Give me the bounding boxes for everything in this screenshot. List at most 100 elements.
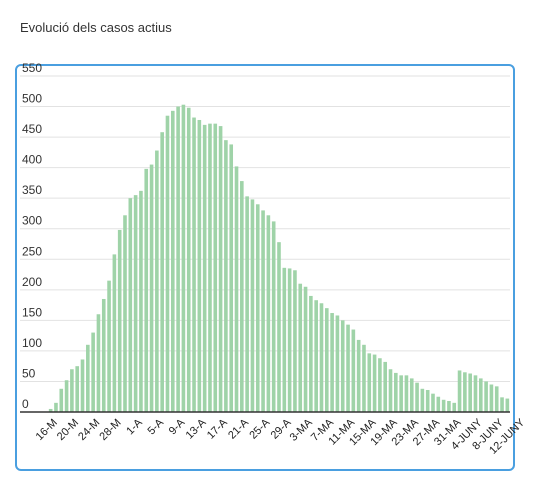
bar (176, 106, 180, 413)
bar (282, 267, 287, 412)
bar (415, 382, 419, 412)
bar (192, 117, 196, 412)
bar (309, 295, 313, 412)
x-tick-label: 20-M (55, 417, 81, 443)
bar (346, 324, 350, 412)
x-tick-label: 5-A (145, 416, 166, 437)
bar (165, 115, 170, 413)
y-tick-label: 150 (22, 305, 42, 319)
bar (170, 110, 175, 412)
bar (80, 359, 85, 412)
x-tick-label: 13-A (184, 416, 209, 441)
bar (48, 408, 53, 412)
bar (213, 123, 218, 413)
bar (202, 124, 207, 413)
y-tick-label: 100 (22, 336, 42, 350)
x-tick-label: 3-MA (288, 416, 316, 444)
bar (91, 332, 95, 412)
bar (240, 181, 244, 412)
bar (261, 210, 265, 412)
bar (420, 388, 425, 412)
bar (117, 229, 122, 412)
bar (314, 300, 318, 412)
bar (330, 313, 334, 412)
bar (489, 384, 494, 412)
bar (96, 314, 101, 412)
bar (319, 303, 324, 412)
bar (404, 375, 409, 412)
bar (340, 320, 345, 412)
bar (335, 315, 340, 412)
bar (144, 168, 149, 412)
bar (186, 107, 191, 413)
bar (86, 344, 90, 412)
bar (436, 396, 441, 412)
bar (155, 150, 159, 412)
bar (431, 393, 435, 412)
bar (208, 123, 212, 413)
bar (447, 401, 451, 412)
x-tick-label: 16-M (34, 417, 60, 443)
bar (356, 339, 361, 412)
bar (133, 195, 138, 412)
y-tick-label: 500 (22, 92, 42, 106)
bar (229, 144, 234, 413)
bar (351, 329, 356, 412)
bar (362, 344, 366, 412)
bar (271, 221, 276, 412)
bar (59, 388, 64, 412)
y-tick-label: 0 (22, 397, 29, 411)
bar (441, 399, 446, 412)
bar (245, 196, 249, 412)
bar (484, 381, 488, 412)
bar (378, 358, 382, 412)
bar (303, 286, 308, 412)
bar (463, 372, 467, 412)
bar (425, 390, 430, 412)
bar (218, 126, 223, 412)
bar (107, 280, 111, 412)
bar (128, 198, 133, 412)
bar (54, 402, 58, 412)
bar (149, 164, 154, 412)
bar (234, 166, 239, 412)
bar (394, 372, 398, 412)
bar (197, 119, 202, 413)
bar (468, 373, 472, 412)
y-tick-label: 50 (22, 366, 36, 380)
bar (181, 104, 186, 413)
bar (457, 370, 462, 412)
x-tick-label: 21-A (226, 416, 251, 441)
bar (494, 386, 499, 412)
y-tick-label: 550 (22, 61, 42, 75)
y-tick-label: 450 (22, 122, 42, 136)
bar (409, 378, 414, 412)
bar (473, 375, 478, 412)
x-tick-label: 17-A (205, 416, 230, 441)
bar (399, 375, 403, 412)
y-tick-label: 250 (22, 244, 42, 258)
bar (255, 204, 260, 412)
chart-title: Evolució dels casos actius (20, 20, 172, 35)
bar (478, 378, 483, 412)
bar (367, 353, 372, 412)
bar (505, 398, 510, 412)
bar (112, 254, 117, 412)
bar (224, 140, 228, 412)
x-tick-label: 1-A (124, 416, 145, 437)
bar (452, 402, 457, 412)
bar (64, 380, 69, 412)
bar (500, 397, 504, 412)
x-tick-label: 28-M (97, 417, 123, 443)
x-tick-label: 24-M (76, 417, 102, 443)
bar (324, 308, 329, 412)
bar (70, 369, 74, 412)
bar (388, 369, 393, 412)
bar (123, 215, 127, 412)
bar (293, 270, 297, 412)
bar (298, 283, 303, 412)
bar (250, 199, 255, 412)
x-tick-label: 25-A (247, 416, 272, 441)
bar (372, 354, 377, 412)
